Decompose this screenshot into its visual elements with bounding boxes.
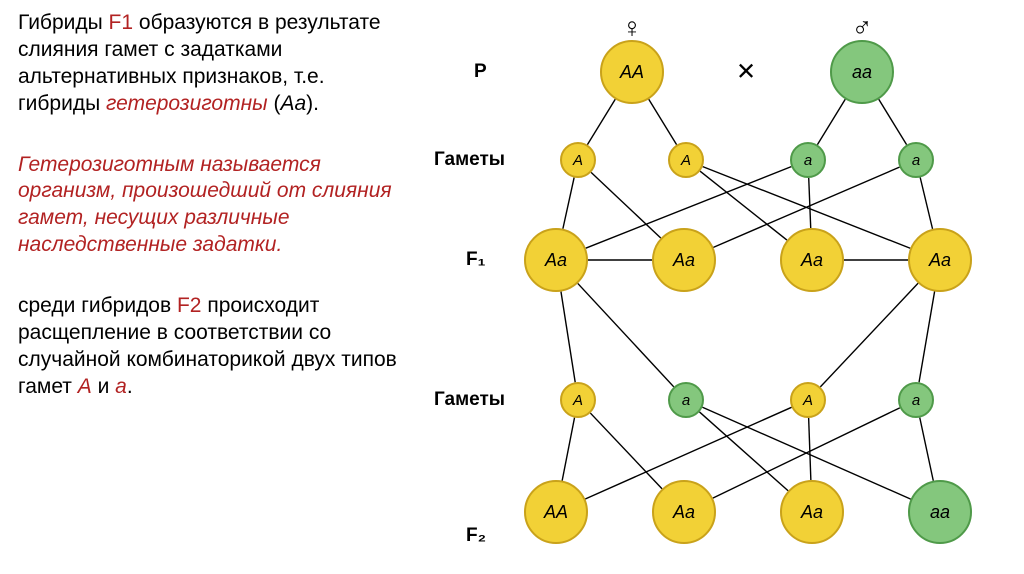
node-F1_4: Аа [908,228,972,292]
edge [809,178,811,228]
node-g1_A2: А [668,142,704,178]
edge [920,418,934,481]
node-F2_1: АА [524,480,588,544]
node-P_aa: аа [830,40,894,104]
edge [879,99,907,144]
node-g2_A2: А [790,382,826,418]
node-F1_3: Аа [780,228,844,292]
paragraph-3: среди гибридов F2 происходит расщепление… [18,293,398,401]
node-F1_1: Аа [524,228,588,292]
row-label: F₁ [466,249,485,271]
edge [919,292,935,383]
node-g1_A1: А [560,142,596,178]
text-span: ). [306,92,319,115]
paragraph-1: Гибриды F1 образуются в результате слиян… [18,10,398,118]
edge [563,178,574,229]
row-label: Гаметы [434,149,505,171]
female-symbol: ♀ [622,12,643,44]
node-g2_a2: а [898,382,934,418]
male-symbol: ♂ [852,12,873,44]
row-label: P [474,61,487,83]
edge [562,418,574,481]
genetics-diagram: ААааААааАаАаАаАаАаАаАААаАаааPГаметыF₁Гам… [410,0,1024,574]
row-label: F₂ [466,525,486,547]
edge [699,412,788,491]
cross-symbol: ✕ [736,58,756,87]
node-g1_a2: а [898,142,934,178]
edge [817,99,845,144]
edge [587,99,615,144]
node-F1_2: Аа [652,228,716,292]
edge [561,292,575,383]
edge [590,413,662,489]
edge [591,172,661,238]
text-span: ( [268,92,281,115]
text-aa: Аа [280,92,306,115]
node-F2_2: Аа [652,480,716,544]
edge [809,418,811,480]
edge [700,171,787,240]
node-P_AA: АА [600,40,664,104]
text-a: а [115,375,127,398]
node-g2_A1: А [560,382,596,418]
edge [649,99,677,144]
text-span: среди гибридов [18,294,177,317]
edge [820,283,918,387]
node-F2_4: аа [908,480,972,544]
text-f1: F1 [109,11,134,34]
text-span: и [92,375,115,398]
node-g2_a1: а [668,382,704,418]
text-span: Гибриды [18,11,109,34]
text-hetero: гетерозиготны [106,92,268,115]
row-label: Гаметы [434,389,505,411]
node-F2_3: Аа [780,480,844,544]
edge [920,178,932,229]
text-A: А [78,375,92,398]
node-g1_a1: а [790,142,826,178]
text-f2: F2 [177,294,202,317]
text-span: . [127,375,133,398]
edge [578,283,674,386]
text-panel: Гибриды F1 образуются в результате слиян… [18,10,398,435]
paragraph-2: Гетерозиготным называется организм, прои… [18,152,398,260]
